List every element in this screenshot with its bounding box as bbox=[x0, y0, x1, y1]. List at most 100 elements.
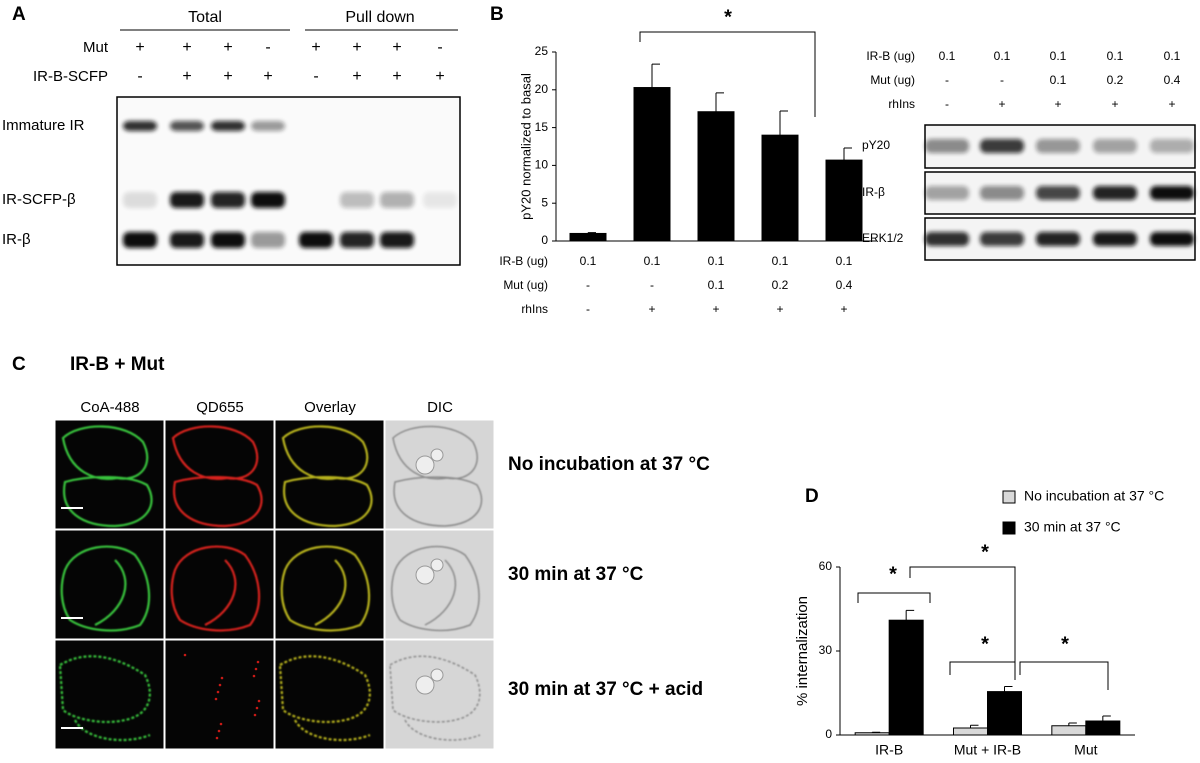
condition-value: - bbox=[586, 278, 590, 292]
blot-band bbox=[123, 232, 157, 248]
condition-value: + bbox=[776, 302, 783, 316]
speckle bbox=[183, 653, 187, 657]
condition-sign: + bbox=[182, 68, 191, 85]
condition-sign: + bbox=[311, 39, 320, 56]
channel-label: Overlay bbox=[304, 399, 356, 416]
nucleus bbox=[430, 448, 444, 462]
row-label: IR-B-SCFP bbox=[33, 68, 108, 85]
blot-band bbox=[340, 232, 374, 248]
error-bar bbox=[905, 609, 915, 621]
condition-sign: - bbox=[437, 39, 442, 56]
cell-outline bbox=[60, 545, 151, 632]
condition-sign: + bbox=[223, 68, 232, 85]
speckle bbox=[215, 736, 219, 740]
speckle bbox=[214, 697, 218, 701]
cell-outline bbox=[278, 655, 371, 742]
legend-label: No incubation at 37 °C bbox=[1024, 488, 1164, 504]
speckle bbox=[253, 713, 257, 717]
condition-value: + bbox=[840, 302, 847, 316]
channel-label: QD655 bbox=[196, 399, 244, 416]
micrograph bbox=[274, 419, 385, 530]
x-tick-label: IR-B bbox=[875, 742, 903, 758]
condition-value: + bbox=[1168, 97, 1175, 111]
microscopy-grid bbox=[54, 419, 495, 750]
condition-sign: - bbox=[137, 68, 142, 85]
condition-value: 0.1 bbox=[836, 254, 853, 268]
condition-label: 30 min at 37 °C + acid bbox=[508, 679, 703, 700]
blot-band bbox=[170, 121, 204, 131]
condition-value: 0.1 bbox=[1050, 73, 1067, 87]
speckle bbox=[257, 699, 261, 703]
condition-label: IR-B (ug) bbox=[499, 254, 548, 268]
condition-value: 0.2 bbox=[772, 278, 789, 292]
significance-star: * bbox=[981, 633, 989, 655]
condition-value: 0.1 bbox=[580, 254, 597, 268]
panel-title: IR-B + Mut bbox=[70, 354, 165, 375]
condition-value: 0.4 bbox=[1164, 73, 1181, 87]
blot-header: Total bbox=[188, 9, 222, 26]
speckle bbox=[252, 674, 256, 678]
x-tick-label: Mut bbox=[1074, 742, 1097, 758]
blot-band bbox=[251, 192, 285, 208]
speckle bbox=[220, 676, 224, 680]
error-bar bbox=[651, 63, 660, 88]
micrograph bbox=[384, 529, 495, 640]
blot-band bbox=[170, 232, 204, 248]
condition-sign: - bbox=[265, 39, 270, 56]
blot-band bbox=[1093, 139, 1137, 153]
y-tick-label: 15 bbox=[535, 120, 549, 134]
legend-label: 30 min at 37 °C bbox=[1024, 519, 1121, 535]
y-tick-label: 60 bbox=[819, 559, 833, 573]
significance-star: * bbox=[981, 541, 989, 563]
condition-value: 0.1 bbox=[772, 254, 789, 268]
blot-band bbox=[925, 232, 969, 246]
cell-outline bbox=[171, 425, 263, 528]
y-tick-label: 10 bbox=[535, 158, 549, 172]
blot-band bbox=[251, 232, 285, 248]
y-tick-label: 30 bbox=[819, 643, 833, 657]
bar bbox=[1085, 720, 1121, 736]
significance-bracket bbox=[857, 592, 931, 603]
blot-band bbox=[211, 121, 245, 131]
micrograph bbox=[274, 639, 385, 750]
blot-band bbox=[123, 192, 157, 208]
cell-outline bbox=[280, 545, 371, 632]
blot-band bbox=[980, 186, 1024, 200]
condition-label: No incubation at 37 °C bbox=[508, 454, 710, 475]
bar bbox=[888, 619, 924, 736]
blot-band bbox=[251, 121, 285, 131]
blot-band bbox=[1093, 186, 1137, 200]
bar bbox=[987, 691, 1022, 736]
blot-band bbox=[211, 192, 245, 208]
significance-bracket bbox=[909, 566, 1016, 680]
row-label: Mut bbox=[83, 39, 109, 56]
row-label: Mut (ug) bbox=[870, 73, 915, 87]
condition-sign: + bbox=[392, 68, 401, 85]
y-tick-label: 5 bbox=[541, 195, 548, 209]
cell-outline bbox=[390, 545, 480, 632]
condition-label: rhIns bbox=[521, 302, 548, 316]
blot-band bbox=[1150, 232, 1194, 246]
condition-value: 0.1 bbox=[1107, 49, 1124, 63]
band-label: IR-SCFP-β bbox=[2, 191, 76, 208]
condition-value: 0.1 bbox=[1050, 49, 1067, 63]
blot-band bbox=[1036, 232, 1080, 246]
significance-bracket bbox=[639, 31, 816, 117]
error-bar bbox=[715, 92, 724, 112]
condition-sign: + bbox=[352, 39, 361, 56]
row-label: IR-B (ug) bbox=[866, 49, 915, 63]
cell-outline bbox=[61, 425, 153, 528]
nucleus bbox=[415, 565, 435, 585]
bar bbox=[1051, 725, 1087, 736]
nucleus bbox=[430, 668, 444, 682]
condition-value: 0.1 bbox=[994, 49, 1011, 63]
y-tick-label: 20 bbox=[535, 82, 549, 96]
condition-value: - bbox=[945, 97, 949, 111]
micrograph bbox=[54, 419, 165, 530]
blot-band bbox=[340, 192, 374, 208]
nucleus bbox=[430, 558, 444, 572]
error-bar bbox=[1004, 686, 1013, 692]
error-bar bbox=[843, 147, 852, 161]
x-tick-label: Mut + IR-B bbox=[954, 742, 1021, 758]
